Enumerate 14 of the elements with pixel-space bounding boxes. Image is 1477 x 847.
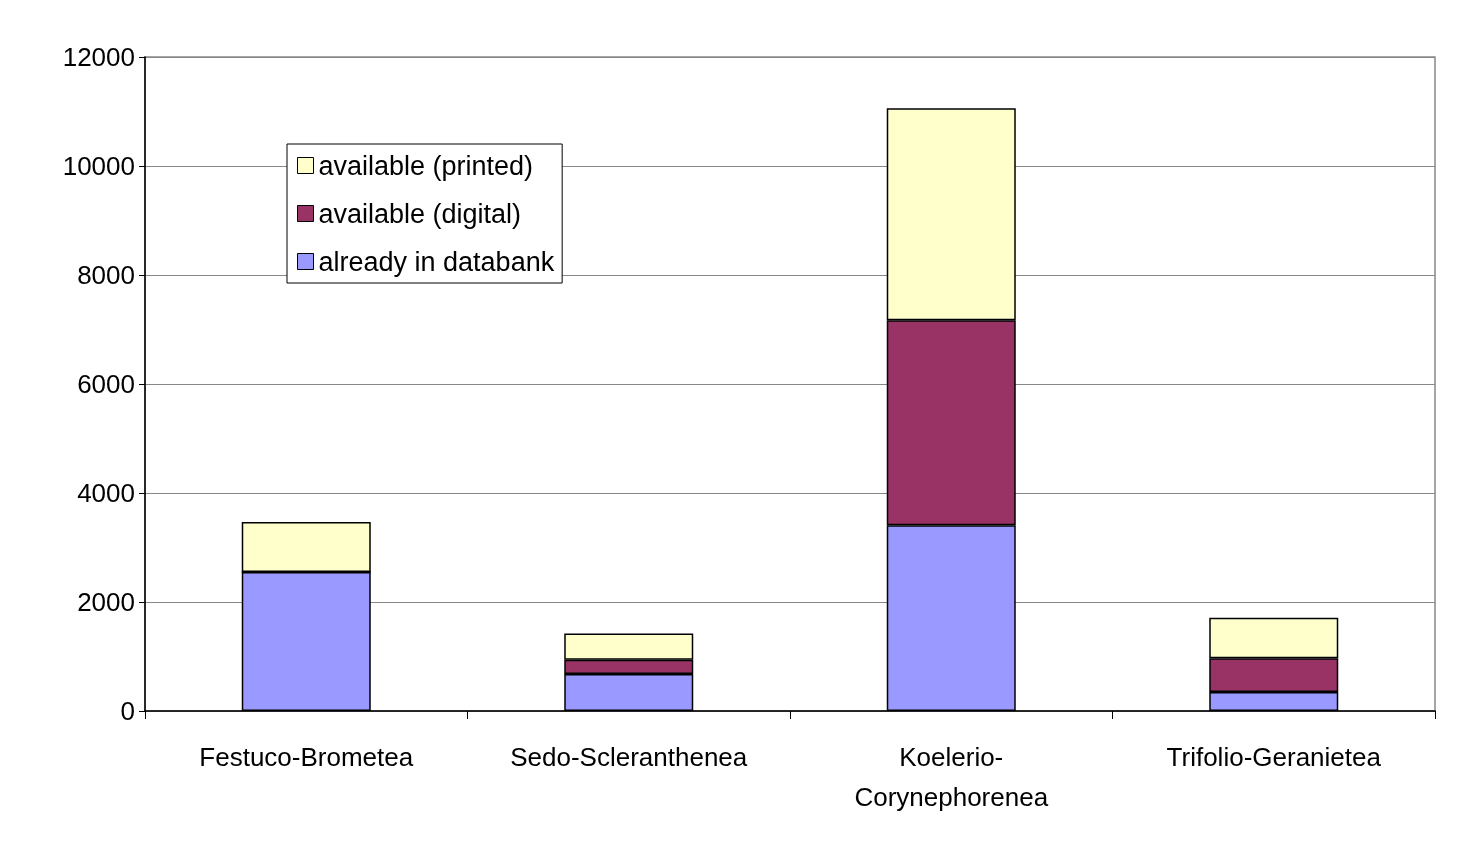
y-tick-label: 0 [120,696,135,726]
x-tick-label: Sedo-Scleranthenea [510,742,748,772]
y-tick-label: 10000 [62,151,135,181]
legend-label: already in databank [318,246,555,277]
y-tick-label: 12000 [62,42,135,72]
legend-label: available (printed) [318,150,534,181]
x-tick-label: Trifolio-Geranietea [1166,742,1382,772]
x-tick-label: Koelerio-Corynephorenea [854,742,1049,812]
x-tick-label: Festuco-Brometea [199,742,414,772]
legend-label: available (digital) [318,198,522,229]
y-tick-label: 4000 [77,478,135,508]
y-tick-label: 6000 [77,369,135,399]
y-tick-label: 2000 [77,587,135,617]
y-tick-label: 8000 [77,260,135,290]
